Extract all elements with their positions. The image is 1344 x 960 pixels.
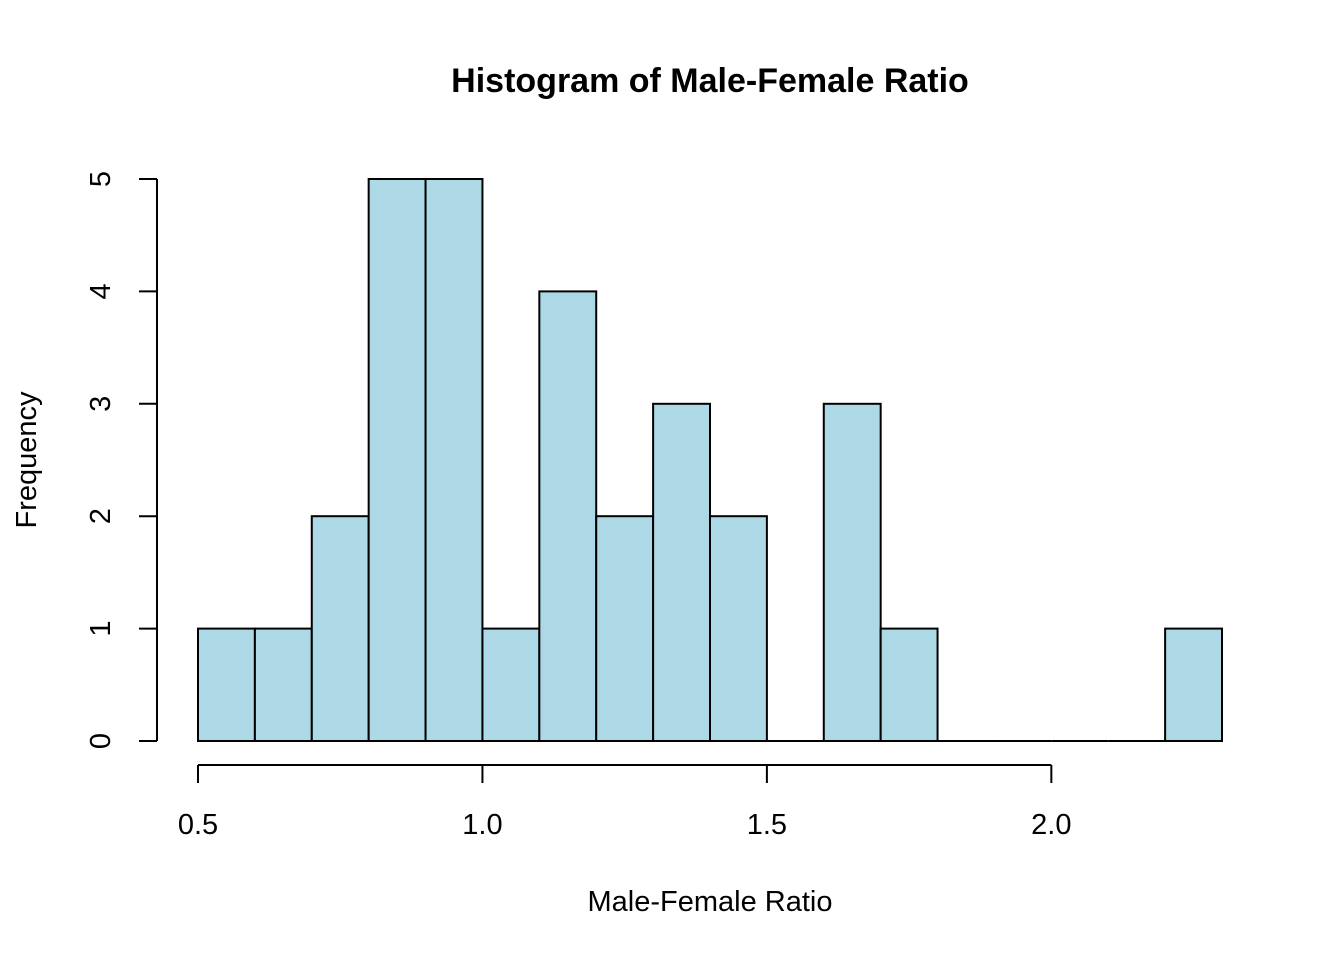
y-tick-label: 5 bbox=[85, 171, 117, 187]
y-tick-label: 0 bbox=[85, 733, 117, 749]
histogram-bar bbox=[709, 515, 768, 743]
y-tick-label: 3 bbox=[85, 396, 117, 412]
x-tick-label: 1.5 bbox=[747, 809, 787, 841]
y-tick-label: 2 bbox=[85, 508, 117, 524]
histogram-bar bbox=[595, 515, 655, 743]
x-tick-label: 0.5 bbox=[178, 809, 218, 841]
chart-title: Histogram of Male-Female Ratio bbox=[451, 62, 969, 100]
histogram-bar bbox=[1164, 627, 1223, 742]
histogram-bar bbox=[424, 178, 484, 742]
histogram-bar bbox=[481, 627, 541, 742]
histogram-bar bbox=[310, 515, 370, 743]
histogram-bar bbox=[538, 290, 598, 742]
y-axis-label: Frequency bbox=[11, 391, 43, 529]
x-tick-label: 2.0 bbox=[1031, 809, 1071, 841]
y-tick-label: 1 bbox=[85, 621, 117, 637]
y-tick-label: 4 bbox=[85, 283, 117, 299]
histogram-bar bbox=[197, 627, 256, 742]
x-axis-label: Male-Female Ratio bbox=[588, 886, 833, 918]
y-axis: 0 1 2 3 4 5 bbox=[85, 171, 158, 749]
histogram-bar bbox=[822, 402, 882, 742]
histogram-bar bbox=[367, 178, 427, 742]
histogram-bar bbox=[879, 627, 939, 742]
x-tick-label: 1.0 bbox=[462, 809, 502, 841]
x-axis: 0.5 1.0 1.5 2.0 bbox=[178, 764, 1071, 841]
histogram-bar bbox=[652, 402, 711, 742]
histogram-bar bbox=[253, 627, 313, 742]
bars-group bbox=[197, 178, 1223, 743]
